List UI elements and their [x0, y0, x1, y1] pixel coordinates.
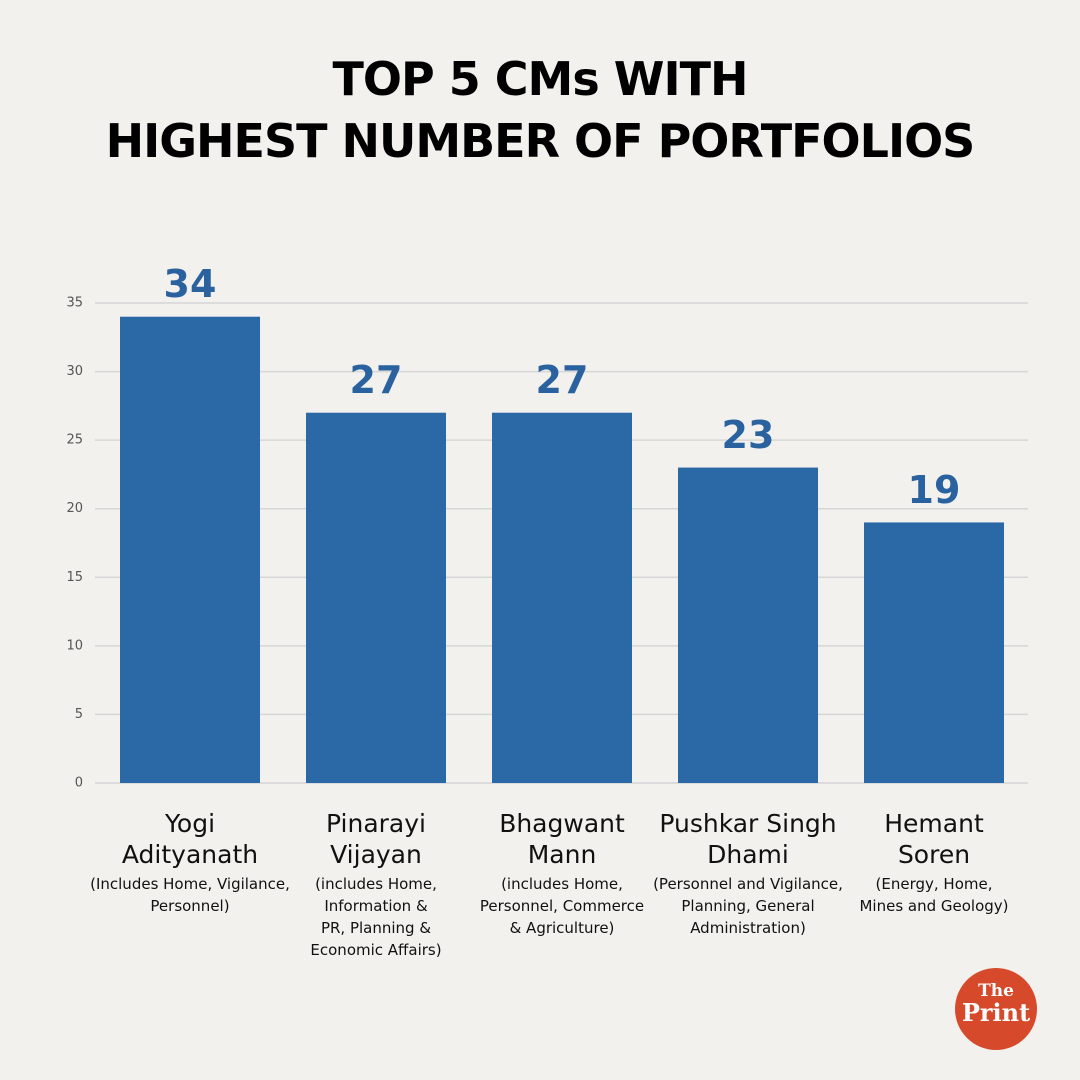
y-tick-label: 5	[75, 707, 83, 722]
category-label: Hemant Soren	[884, 809, 984, 869]
y-tick-label: 15	[66, 570, 83, 585]
y-tick-label: 30	[66, 364, 83, 379]
bar	[678, 467, 818, 783]
y-tick-label: 10	[66, 638, 83, 653]
category-note: (Energy, Home, Mines and Geology)	[859, 875, 1009, 915]
y-tick-label: 25	[66, 433, 83, 448]
category-label: Bhagwant Mann	[499, 809, 625, 869]
category-note: (includes Home, Information & PR, Planni…	[310, 875, 442, 959]
bar	[306, 412, 446, 783]
category-label: Pushkar Singh Dhami	[659, 809, 837, 869]
bar	[864, 522, 1004, 783]
value-label: 34	[164, 262, 217, 306]
category-note: (Personnel and Vigilance, Planning, Gene…	[653, 875, 843, 937]
chart-title: TOP 5 CMs WITH HIGHEST NUMBER OF PORTFOL…	[105, 52, 976, 168]
bar	[120, 316, 260, 783]
logo: The Print	[955, 968, 1037, 1050]
value-label: 27	[536, 358, 589, 402]
value-label: 27	[350, 358, 403, 402]
y-tick-label: 20	[66, 501, 83, 516]
category-note: (includes Home, Personnel, Commerce & Ag…	[479, 875, 645, 937]
logo-line: The	[978, 981, 1014, 1001]
category-label: Yogi Adityanath	[121, 809, 259, 869]
category-note: (Includes Home, Vigilance, Personnel)	[90, 875, 290, 915]
y-tick-label: 0	[75, 776, 83, 791]
value-label: 19	[908, 468, 961, 512]
y-tick-label: 35	[66, 296, 83, 311]
value-label: 23	[722, 413, 775, 457]
bar	[492, 412, 632, 783]
logo-line: Print	[961, 998, 1031, 1027]
category-label: Pinarayi Vijayan	[326, 809, 426, 869]
